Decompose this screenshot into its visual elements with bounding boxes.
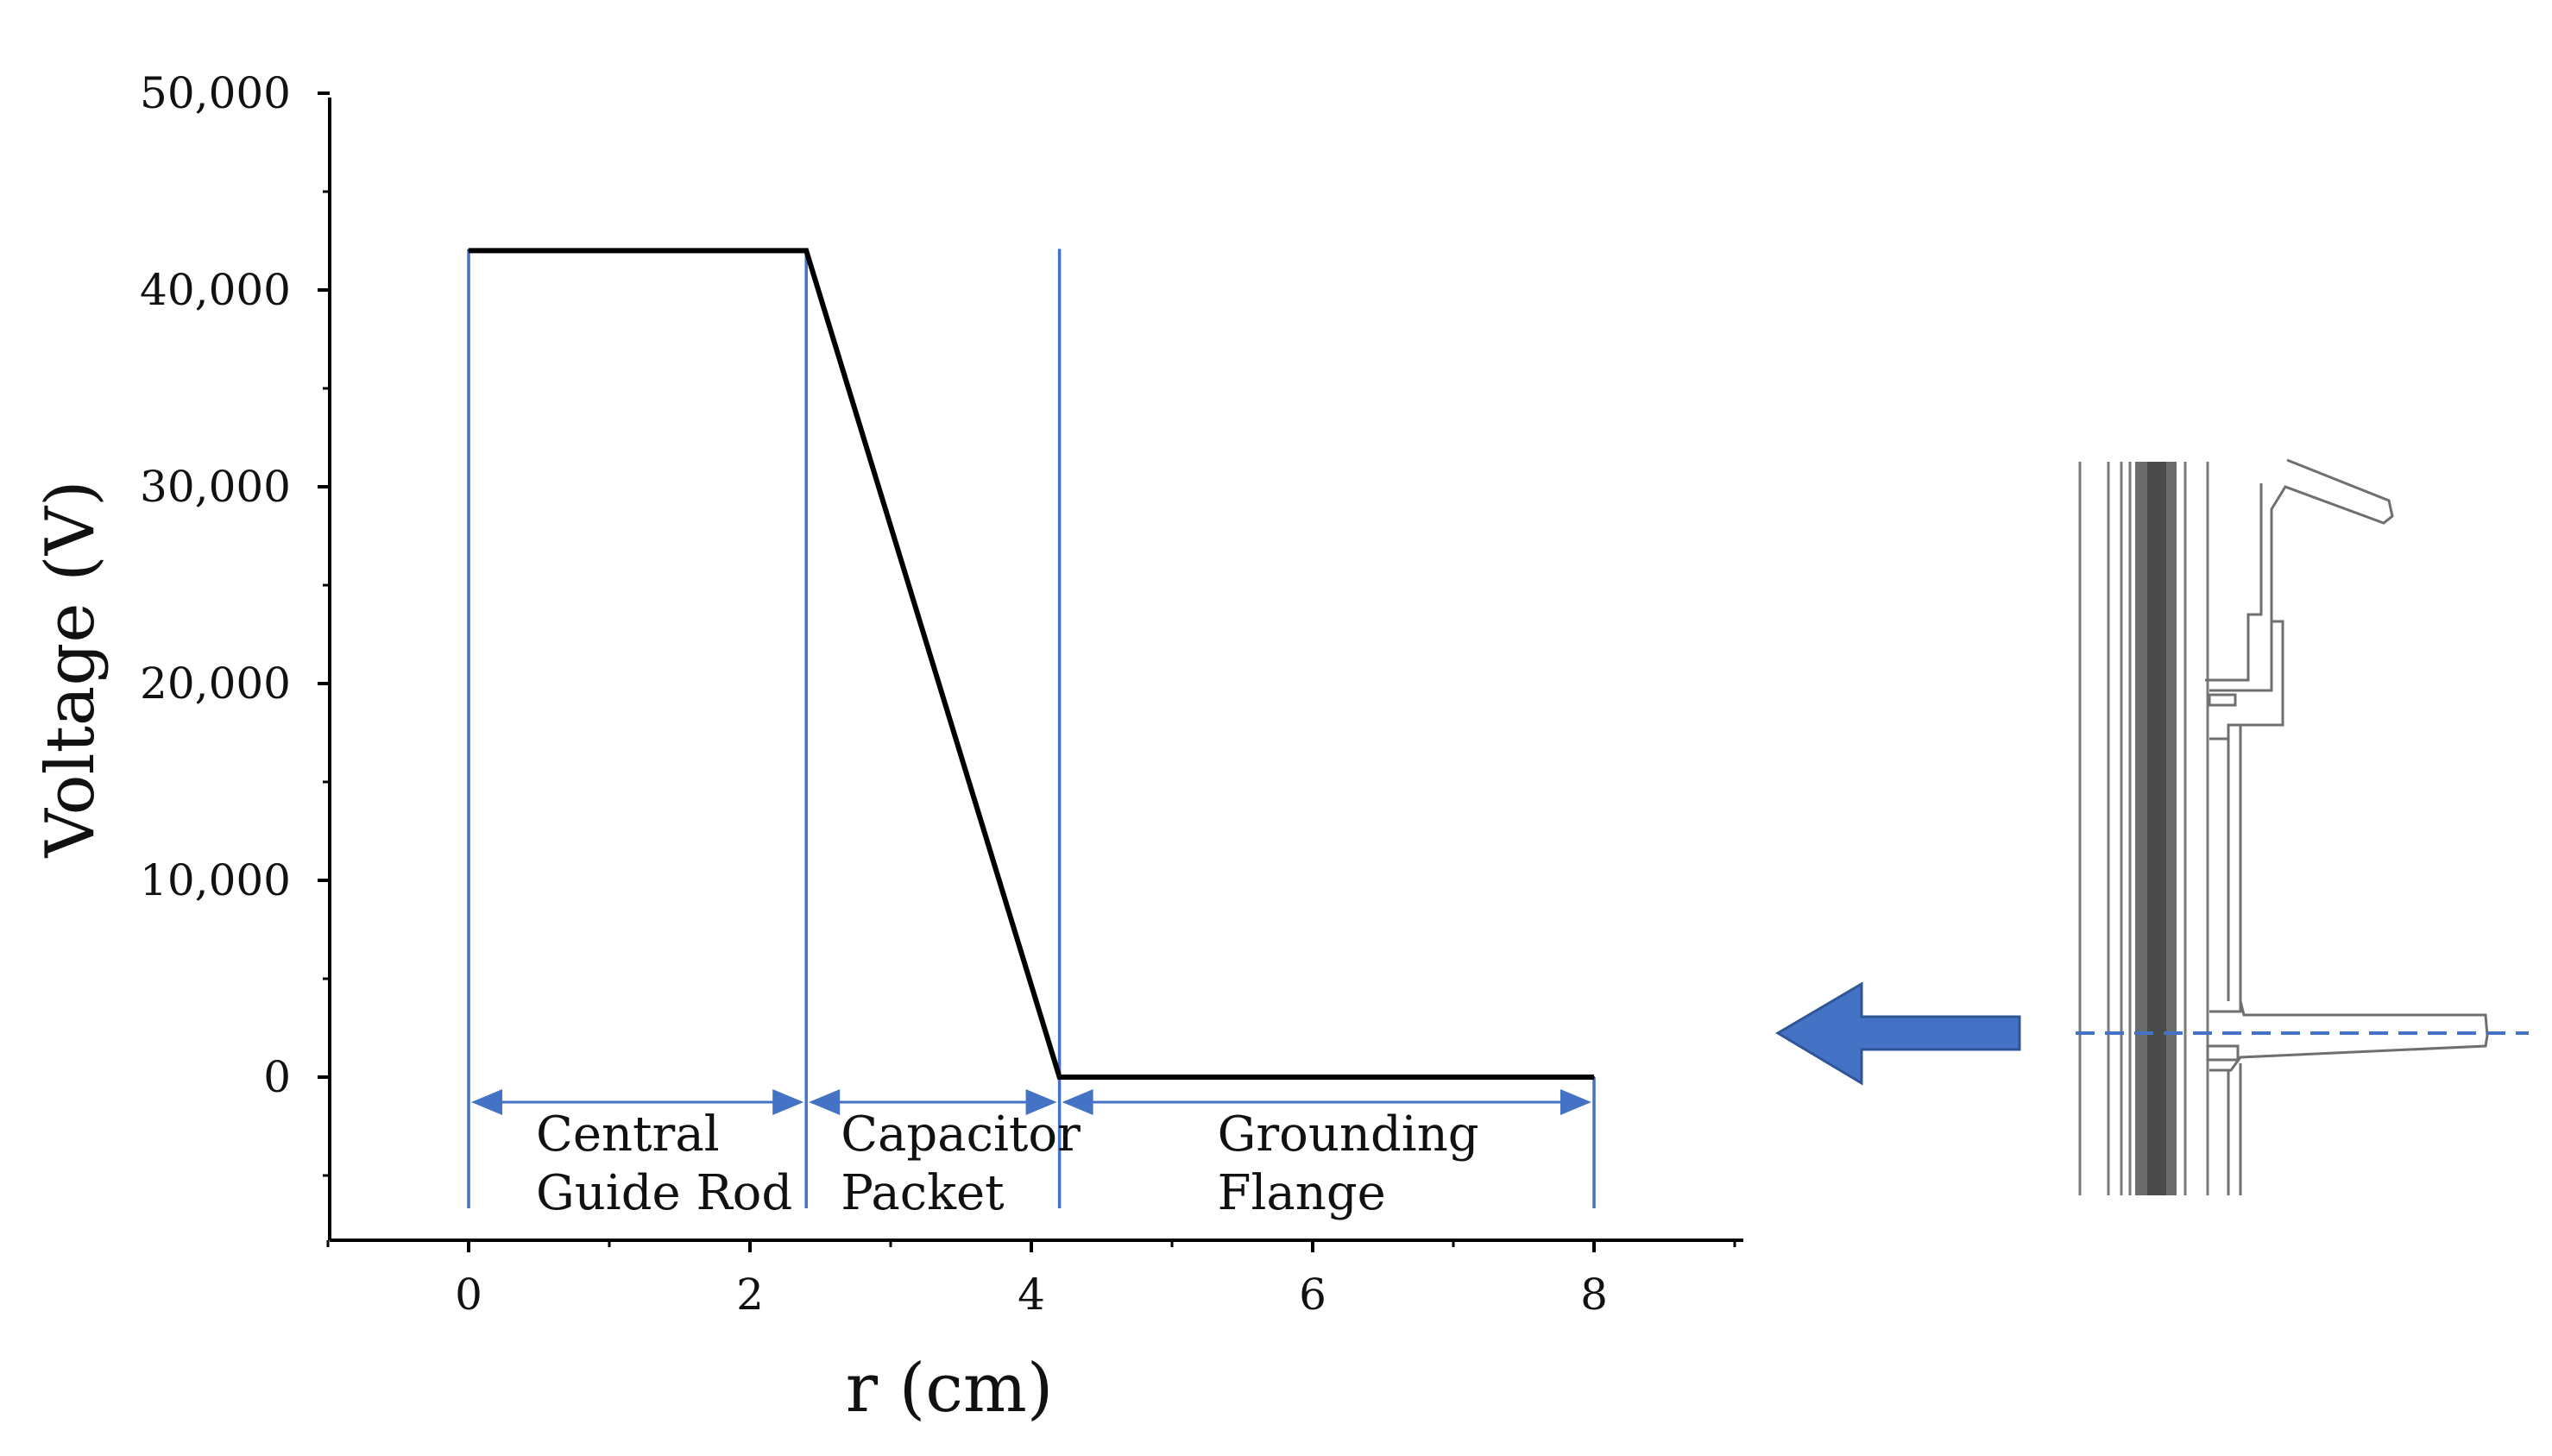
y-tick-label: 0 <box>263 1052 291 1102</box>
data-point <box>468 249 469 252</box>
region-label: Guide Rod <box>536 1165 792 1221</box>
x-tick-label: 0 <box>455 1270 482 1320</box>
x-tick-label: 6 <box>1299 1270 1326 1320</box>
arrow-shape <box>1775 981 2021 1086</box>
data-point <box>1058 1076 1061 1078</box>
y-tick-label: 30,000 <box>140 462 291 512</box>
data-point <box>805 249 808 252</box>
y-tick-label: 40,000 <box>140 265 291 315</box>
region-label: Flange <box>1218 1165 1386 1221</box>
y-axis-title: Voltage (V) <box>32 481 110 859</box>
arrowhead-left <box>471 1089 502 1115</box>
region-label: Packet <box>841 1165 1005 1221</box>
x-tick-label: 2 <box>736 1270 764 1320</box>
x-tick-label: 4 <box>1018 1270 1045 1320</box>
y-tick-label: 10,000 <box>140 855 291 905</box>
arrowhead-left <box>1062 1089 1093 1115</box>
coaxial-cross-section-icon <box>2076 458 2529 1195</box>
arrowhead-right <box>1025 1089 1057 1115</box>
x-axis-title: r (cm) <box>846 1350 1054 1428</box>
y-tick-label: 50,000 <box>140 68 291 118</box>
data-point <box>1593 1076 1595 1078</box>
region-label: Central <box>536 1106 720 1163</box>
x-tick-label: 8 <box>1580 1270 1608 1320</box>
region-label: Grounding <box>1218 1106 1479 1163</box>
y-tick-label: 20,000 <box>140 659 291 709</box>
arrowhead-left <box>809 1089 841 1115</box>
y-ticks: 0 10,000 20,000 30,000 40,000 50,000 <box>140 68 330 1177</box>
series-line <box>469 248 1594 1080</box>
series-layer <box>468 248 1595 1080</box>
arrowhead-right <box>772 1089 804 1115</box>
left-arrow-icon <box>1775 981 2021 1086</box>
axes <box>328 98 1743 1242</box>
arrowhead-right <box>1560 1089 1591 1115</box>
region-label: Capacitor <box>841 1106 1081 1163</box>
x-ticks: 0 2 4 6 8 <box>326 1240 1736 1320</box>
